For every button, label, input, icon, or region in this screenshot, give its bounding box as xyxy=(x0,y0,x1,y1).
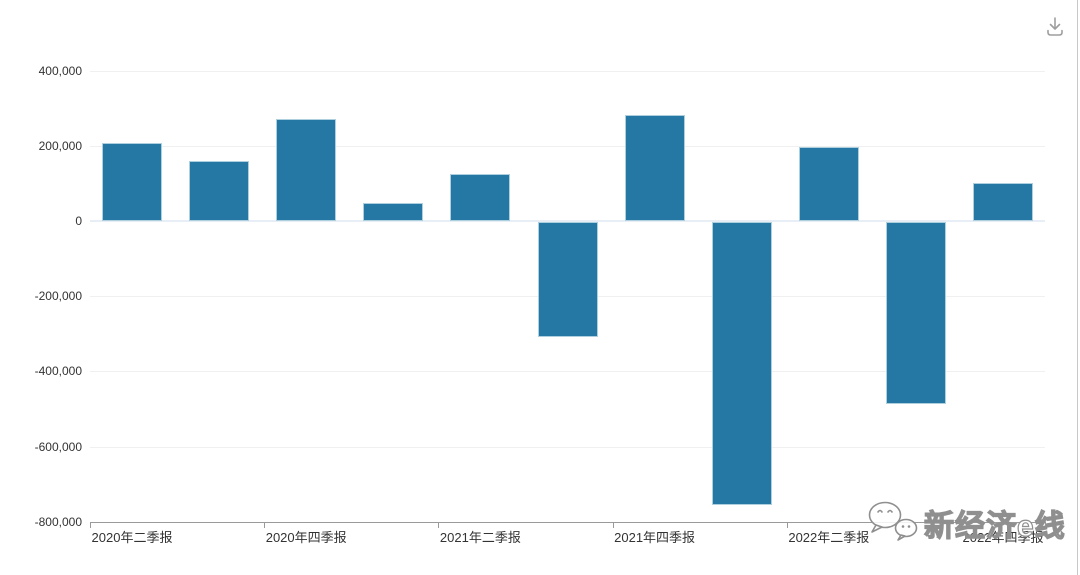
right-edge-divider xyxy=(1077,0,1078,575)
y-axis-label: 400,000 xyxy=(38,63,82,78)
bar[interactable] xyxy=(624,115,685,221)
x-axis-tick xyxy=(1045,522,1046,528)
bar[interactable] xyxy=(102,143,162,221)
bar[interactable] xyxy=(189,160,250,221)
y-axis-label: 0 xyxy=(75,214,82,228)
y-axis-label: -400,000 xyxy=(34,364,82,379)
gridline xyxy=(90,145,1045,147)
x-axis-tick xyxy=(90,522,91,528)
x-axis-label: 2020年四季报 xyxy=(265,530,347,545)
bar[interactable] xyxy=(711,222,772,506)
x-axis-tick xyxy=(438,522,440,528)
bar[interactable] xyxy=(885,222,946,404)
y-axis-label: -800,000 xyxy=(34,515,82,529)
download-button[interactable] xyxy=(1042,14,1068,40)
y-axis-label: 200,000 xyxy=(38,138,82,153)
x-axis-tick xyxy=(961,522,962,528)
bar[interactable] xyxy=(363,202,424,221)
gridline xyxy=(90,371,1045,373)
gridline xyxy=(90,70,1045,72)
x-axis-tick xyxy=(612,522,614,528)
gridline xyxy=(90,446,1045,448)
x-axis-label: 2020年二季报 xyxy=(91,530,173,545)
bar[interactable] xyxy=(450,174,511,221)
x-axis-tick xyxy=(264,522,266,528)
y-axis-label: -200,000 xyxy=(34,289,82,304)
x-axis-tick xyxy=(786,522,788,528)
y-axis-label: -600,000 xyxy=(34,439,82,454)
download-icon xyxy=(1047,17,1063,36)
bar[interactable] xyxy=(537,222,598,337)
x-axis-label: 2021年二季报 xyxy=(439,530,521,545)
x-axis-label: 2022年二季报 xyxy=(788,530,870,545)
bar[interactable] xyxy=(798,146,859,221)
x-axis-line xyxy=(90,522,1045,523)
bar[interactable] xyxy=(973,182,1033,221)
bar[interactable] xyxy=(276,118,337,221)
x-axis-label: 2021年四季报 xyxy=(614,530,696,545)
x-axis-label: 2022年四季报 xyxy=(962,530,1044,545)
zero-gridline xyxy=(90,220,1045,222)
